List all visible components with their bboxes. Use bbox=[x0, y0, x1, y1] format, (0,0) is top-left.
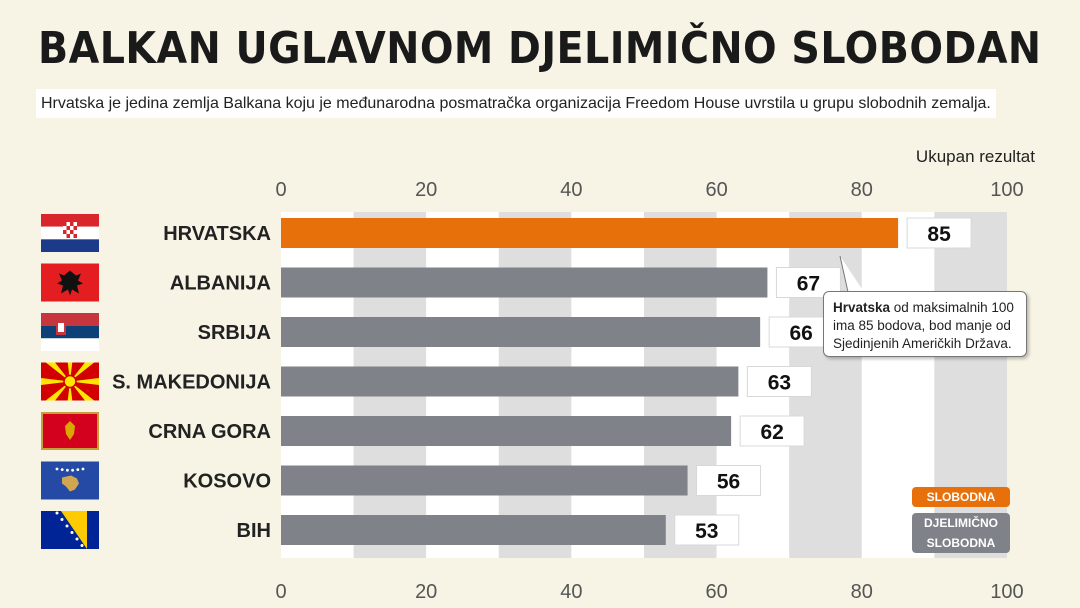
flag-shield-check bbox=[70, 230, 74, 234]
flag-shield-check bbox=[66, 234, 70, 238]
x-tick-top: 100 bbox=[990, 179, 1023, 201]
category-label: SRBIJA bbox=[198, 322, 271, 344]
flag-star bbox=[66, 468, 69, 472]
bar bbox=[281, 317, 761, 347]
flag-part bbox=[41, 338, 99, 351]
category-label: KOSOVO bbox=[183, 471, 271, 493]
callout-country: Hrvatska bbox=[833, 300, 891, 315]
value-label: 85 bbox=[927, 223, 951, 246]
flag-shield-check bbox=[63, 230, 67, 234]
x-tick-bottom: 0 bbox=[275, 581, 286, 603]
kosovo-flag-icon bbox=[41, 461, 99, 500]
bar bbox=[281, 515, 666, 545]
legend-partly-label-2: SLOBODNA bbox=[926, 536, 996, 550]
legend-partly-label-1: DJELIMIČNO bbox=[923, 516, 998, 530]
flag-star bbox=[71, 468, 74, 472]
flag-ray bbox=[67, 362, 73, 382]
value-box bbox=[746, 366, 812, 397]
x-tick-top: 0 bbox=[275, 179, 286, 201]
flag-part bbox=[41, 325, 99, 339]
flag-sun bbox=[63, 374, 77, 389]
flag-shield-check bbox=[63, 222, 67, 226]
flag-star bbox=[75, 537, 79, 541]
x-tick-bottom: 40 bbox=[560, 581, 582, 603]
flag-ray bbox=[70, 381, 95, 401]
north-macedonia-flag-icon bbox=[41, 362, 99, 401]
category-label: BIH bbox=[237, 520, 271, 542]
flag-star bbox=[65, 524, 69, 528]
value-box bbox=[768, 316, 834, 348]
flag-star bbox=[60, 468, 64, 471]
bosnia-flag-icon bbox=[41, 511, 99, 549]
flag-star bbox=[80, 544, 84, 547]
x-tick-top: 20 bbox=[415, 179, 437, 201]
flag-star bbox=[60, 518, 64, 521]
legend-free: SLOBODNA bbox=[912, 487, 1010, 507]
page-title: BALKAN UGLAVNOM DJELIMIČNO SLOBODAN bbox=[38, 23, 1042, 74]
x-tick-bottom: 60 bbox=[705, 581, 727, 603]
flag-emblem-inner bbox=[58, 323, 64, 332]
annotation-callout: Hrvatska od maksimalnih 100 ima 85 bodov… bbox=[823, 291, 1027, 357]
x-tick-bottom: 20 bbox=[415, 581, 437, 603]
flag-star bbox=[55, 467, 59, 471]
value-label: 67 bbox=[797, 273, 820, 296]
value-box bbox=[739, 415, 805, 447]
callout-line2: ima 85 bodova, bod manje od bbox=[833, 318, 1011, 333]
montenegro-flag-icon bbox=[41, 412, 99, 450]
callout-line3: Sjedinjenih Američkih Država. bbox=[833, 336, 1012, 351]
legend-free-label: SLOBODNA bbox=[926, 490, 996, 504]
category-label: S. MAKEDONIJA bbox=[112, 372, 271, 394]
flag-shield-check bbox=[70, 222, 74, 226]
flag-ray bbox=[70, 362, 95, 382]
flag-star bbox=[70, 531, 74, 534]
flag-ray bbox=[67, 381, 73, 401]
value-box bbox=[906, 217, 972, 249]
bar bbox=[281, 416, 732, 446]
flag-shield-check bbox=[66, 226, 70, 230]
page-subtitle: Hrvatska je jedina zemlja Balkana koju j… bbox=[36, 89, 996, 118]
value-label: 53 bbox=[695, 520, 718, 543]
value-box bbox=[696, 465, 762, 496]
value-label: 63 bbox=[768, 372, 791, 395]
flag-shield-check bbox=[73, 234, 77, 238]
flag-ray bbox=[45, 362, 70, 382]
flag-part bbox=[41, 214, 99, 227]
serbia-flag-icon bbox=[41, 313, 99, 351]
bar bbox=[281, 267, 768, 298]
value-label: 66 bbox=[789, 322, 812, 345]
albania-flag-icon bbox=[41, 263, 99, 302]
flag-star bbox=[81, 467, 85, 471]
callout-pointer bbox=[839, 256, 864, 293]
category-label: HRVATSKA bbox=[163, 223, 271, 245]
x-tick-bottom: 80 bbox=[851, 581, 873, 603]
bar bbox=[281, 465, 688, 496]
flag-ray bbox=[41, 378, 70, 385]
flag-star bbox=[76, 468, 80, 471]
value-label: 62 bbox=[760, 421, 783, 444]
category-label: CRNA GORA bbox=[148, 421, 271, 443]
callout-line1: od maksimalnih 100 bbox=[890, 300, 1014, 315]
flag-star bbox=[55, 511, 59, 515]
flag-shield-check bbox=[73, 226, 77, 230]
flag-part bbox=[41, 313, 99, 326]
x-tick-bottom: 100 bbox=[990, 581, 1023, 603]
flag-triangle bbox=[61, 511, 87, 549]
bar bbox=[281, 218, 899, 248]
flag-part bbox=[41, 239, 99, 252]
flag-map bbox=[62, 475, 79, 492]
category-label: ALBANIJA bbox=[170, 273, 271, 295]
value-label: 56 bbox=[717, 471, 740, 494]
x-tick-top: 60 bbox=[705, 179, 727, 201]
flag-ray bbox=[70, 378, 99, 385]
x-tick-top: 40 bbox=[560, 179, 582, 201]
axis-caption: Ukupan rezultat bbox=[915, 147, 1035, 166]
legend-partly-free: DJELIMIČNO SLOBODNA bbox=[912, 513, 1010, 553]
croatia-flag-icon bbox=[41, 214, 99, 252]
bar bbox=[281, 366, 739, 397]
value-box bbox=[674, 514, 740, 546]
flag-eagle bbox=[65, 421, 75, 440]
x-tick-top: 80 bbox=[851, 179, 873, 201]
flag-eagle bbox=[57, 270, 83, 296]
